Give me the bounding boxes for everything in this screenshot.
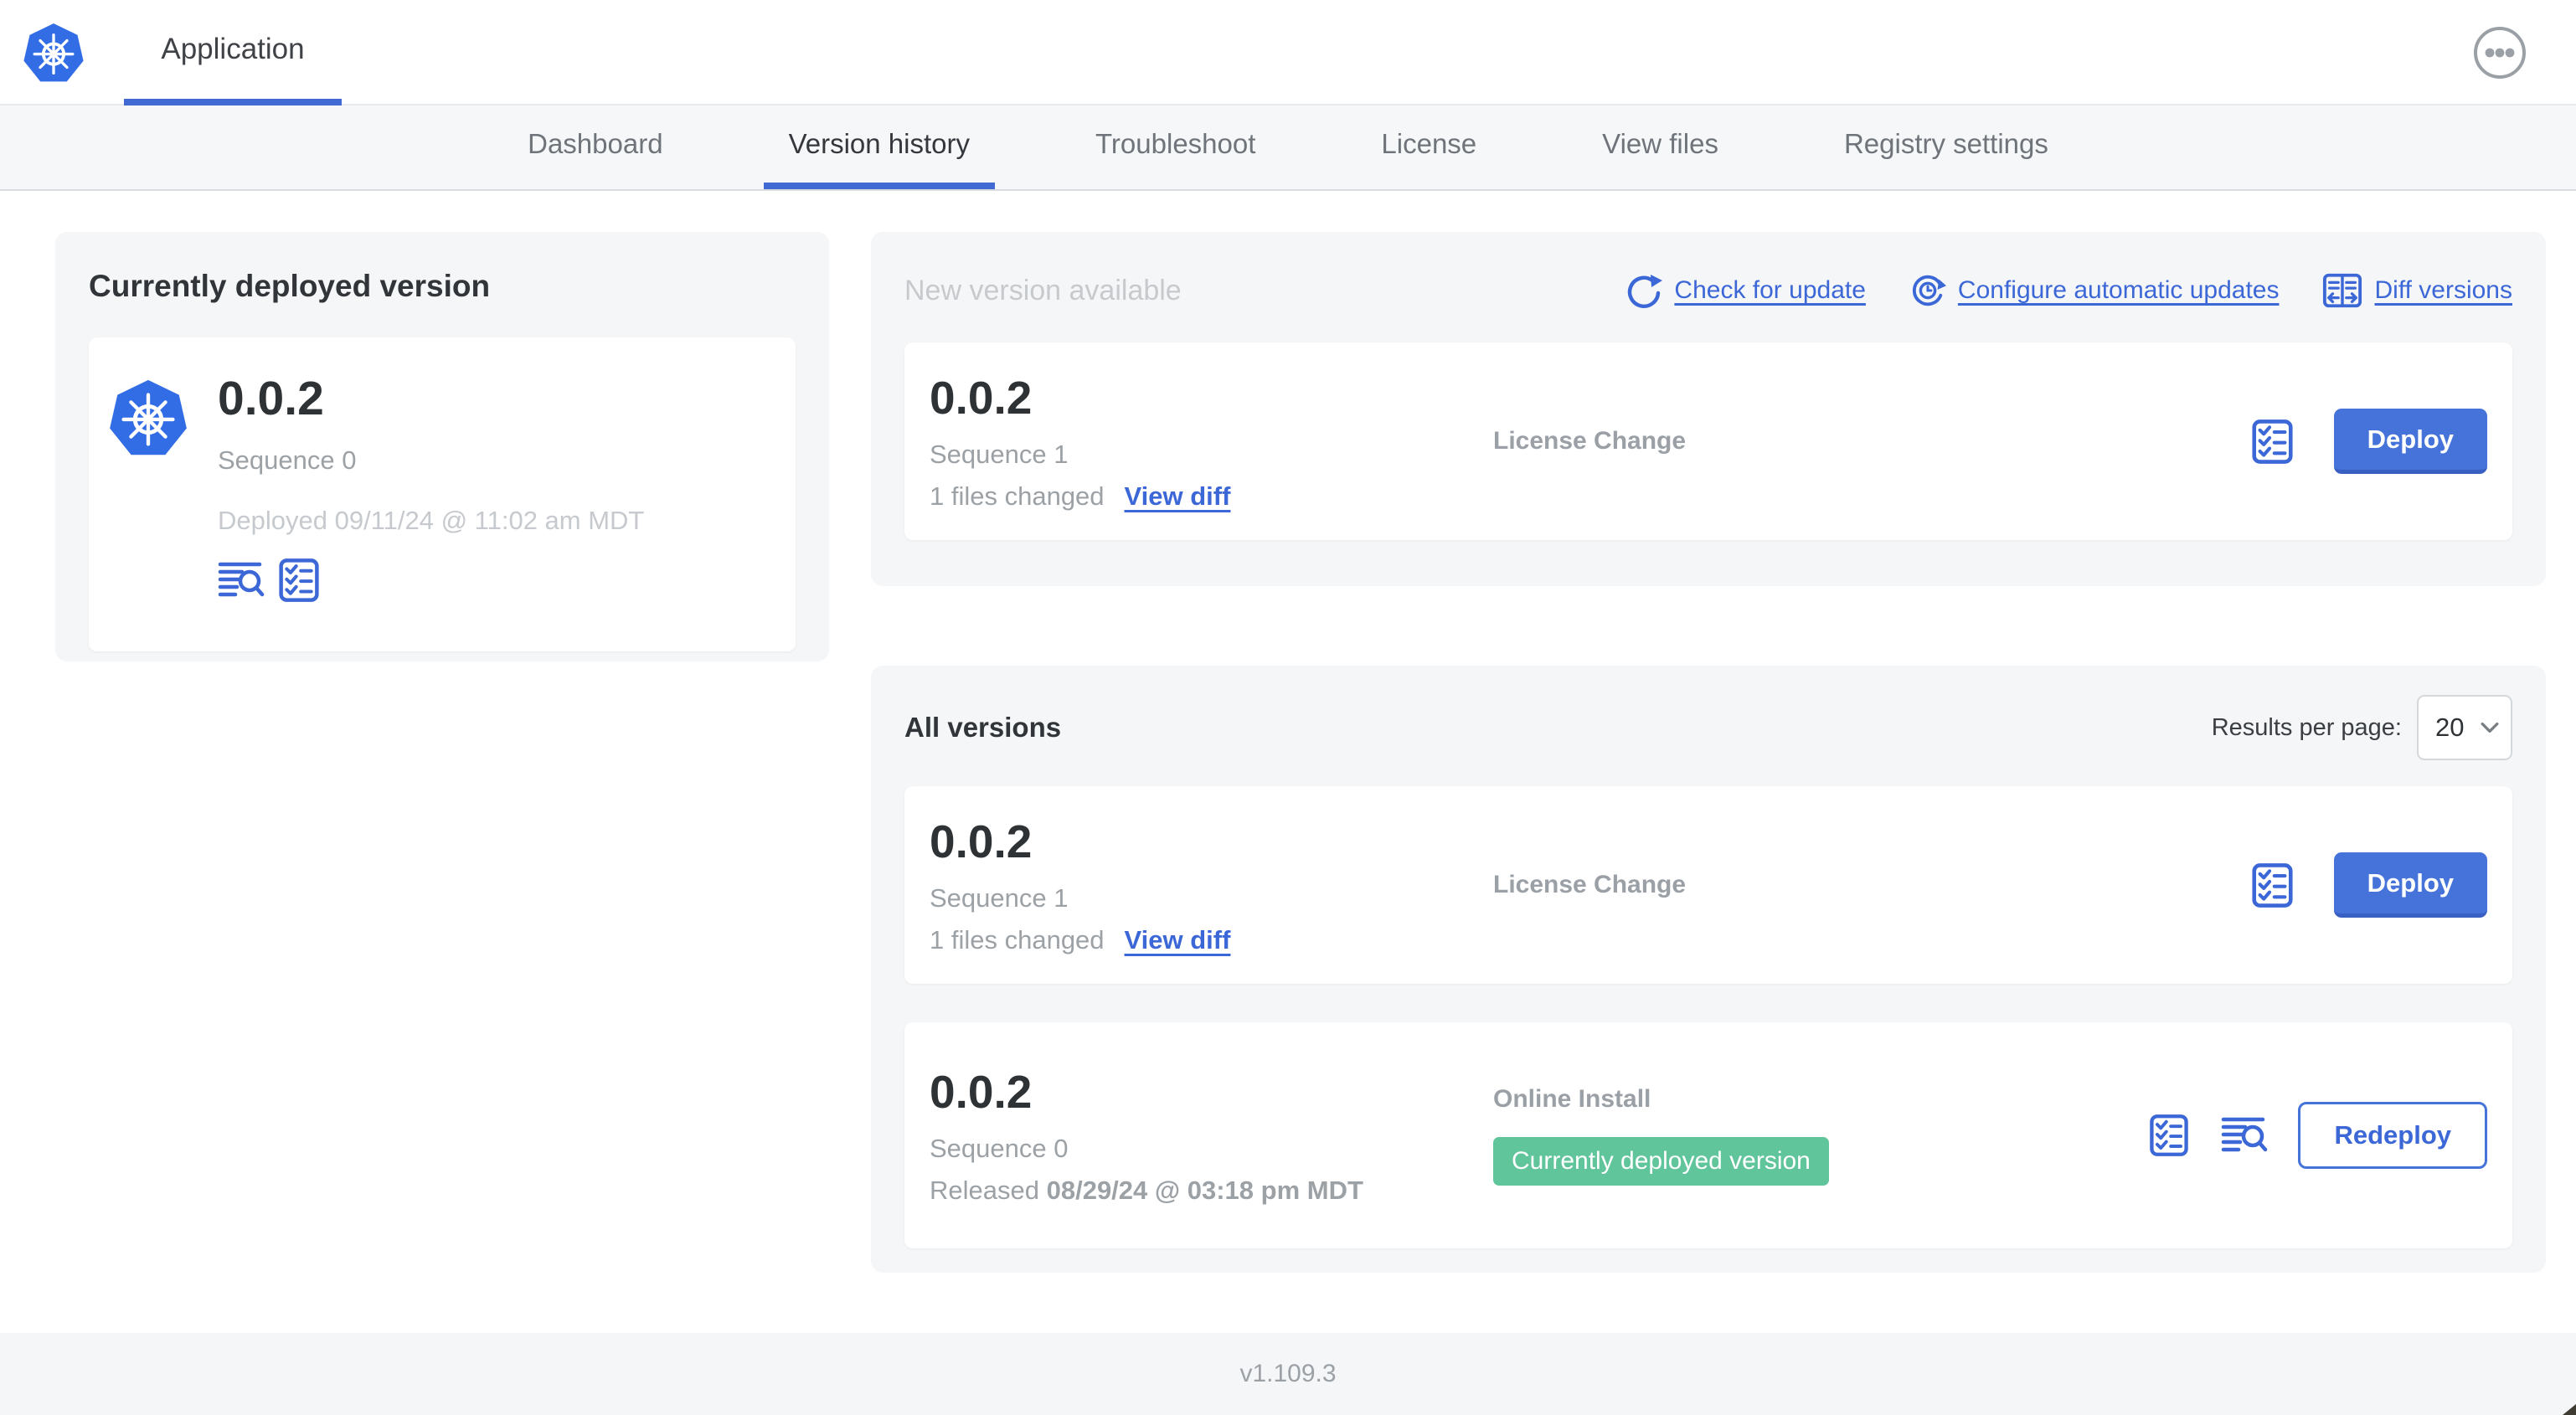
currently-deployed-card: Currently deployed version 0.0.2 [55,232,829,661]
view-logs-icon [2221,1115,2268,1155]
chevron-down-icon [2481,722,2499,733]
console-version-label: v1.109.3 [1239,1360,1337,1387]
deploy-button[interactable]: Deploy [2333,852,2487,918]
tab-dashboard[interactable]: Dashboard [502,105,688,189]
version-source-label: License Change [1493,871,1687,898]
deployed-sequence: Sequence 0 [218,445,357,475]
app-nav-tabs: Dashboard Version history Troubleshoot L… [0,105,2576,191]
configure-automatic-updates-link[interactable]: Configure automatic updates [1909,272,2280,309]
diff-versions-link[interactable]: Diff versions [2322,272,2512,309]
all-versions-card: All versions Results per page: 20 0.0.2 … [871,666,2546,1273]
tab-label: View files [1602,128,1718,159]
version-number: 0.0.2 [930,372,1033,424]
view-diff-link[interactable]: View diff [1124,481,1231,511]
version-row-sequence-1: 0.0.2 Sequence 1 1 files changed View di… [904,786,2512,984]
new-version-available-card: New version available Check for update [871,232,2546,586]
tab-view-files[interactable]: View files [1577,105,1744,189]
check-for-update-link[interactable]: Check for update [1625,272,1866,309]
version-row-sequence-0: 0.0.2 Sequence 0 Released 08/29/24 @ 03:… [904,1022,2512,1248]
currently-deployed-title: Currently deployed version [89,269,491,303]
version-source-label: Online Install [1493,1085,1651,1113]
tab-version-history[interactable]: Version history [763,105,995,189]
version-source-label: License Change [1493,427,1687,455]
ellipsis-circle-icon [2472,25,2527,80]
diff-versions-icon [2322,272,2362,309]
app-tab-application[interactable]: Application [124,0,342,105]
tab-label: Version history [788,128,970,159]
files-changed-label: 1 files changed [930,925,1105,954]
results-per-page-label: Results per page: [2211,713,2402,741]
currently-deployed-version-panel: 0.0.2 Sequence 0 Deployed 09/11/24 @ 11:… [89,337,796,651]
preflight-checks-icon [2249,862,2295,908]
redeploy-button[interactable]: Redeploy [2298,1102,2487,1169]
tab-label: Registry settings [1843,128,2048,159]
new-version-row: 0.0.2 Sequence 1 1 files changed View di… [904,342,2512,540]
overflow-menu-button[interactable] [2472,25,2527,80]
version-number: 0.0.2 [930,1066,1033,1118]
diff-versions-label: Diff versions [2374,276,2512,304]
preflight-checks-button[interactable] [2147,1114,2191,1157]
kubernetes-logo-icon [107,376,189,460]
tab-registry-settings[interactable]: Registry settings [1819,105,2074,189]
version-sequence: Sequence 1 [930,883,1069,913]
cursor-artifact [2563,1404,2576,1415]
deployed-version-number: 0.0.2 [218,372,324,425]
view-logs-icon [218,559,265,601]
version-number: 0.0.2 [930,816,1033,867]
tab-license[interactable]: License [1356,105,1502,189]
deployed-timestamp: Deployed 09/11/24 @ 11:02 am MDT [218,505,645,535]
tab-label: License [1381,128,1477,159]
preflight-checks-icon [276,558,322,603]
view-diff-link[interactable]: View diff [1124,925,1231,954]
version-sequence: Sequence 0 [930,1134,1069,1163]
all-versions-title: All versions [904,712,1062,743]
configure-automatic-updates-label: Configure automatic updates [1957,276,2280,304]
released-timestamp: Released 08/29/24 @ 03:18 pm MDT [930,1176,1493,1206]
check-for-update-label: Check for update [1674,276,1866,304]
tab-label: Troubleshoot [1095,128,1256,159]
kubernetes-logo-icon [22,20,85,85]
results-per-page-value: 20 [2435,713,2465,742]
view-logs-button[interactable] [2221,1115,2268,1155]
preflight-checks-button[interactable] [276,558,322,603]
preflight-checks-button[interactable] [2249,419,2295,465]
app-header: Application [0,0,2576,105]
app-footer: v1.109.3 [0,1333,2576,1415]
results-per-page-select[interactable]: 20 [2417,695,2512,760]
version-sequence: Sequence 1 [930,440,1069,469]
refresh-icon [1625,272,1663,309]
preflight-checks-icon [2147,1114,2191,1157]
currently-deployed-badge: Currently deployed version [1493,1137,1829,1186]
preflight-checks-icon [2249,419,2295,465]
released-date: 08/29/24 @ 03:18 pm MDT [1046,1176,1363,1205]
tab-troubleshoot[interactable]: Troubleshoot [1070,105,1280,189]
view-logs-button[interactable] [218,559,265,601]
files-changed-label: 1 files changed [930,481,1105,511]
auto-update-schedule-icon [1909,272,1946,309]
tab-label: Dashboard [528,128,663,159]
deploy-button[interactable]: Deploy [2333,409,2487,474]
new-version-title: New version available [904,274,1182,306]
preflight-checks-button[interactable] [2249,862,2295,908]
app-tab-label: Application [161,33,305,65]
released-label: Released [930,1176,1039,1205]
